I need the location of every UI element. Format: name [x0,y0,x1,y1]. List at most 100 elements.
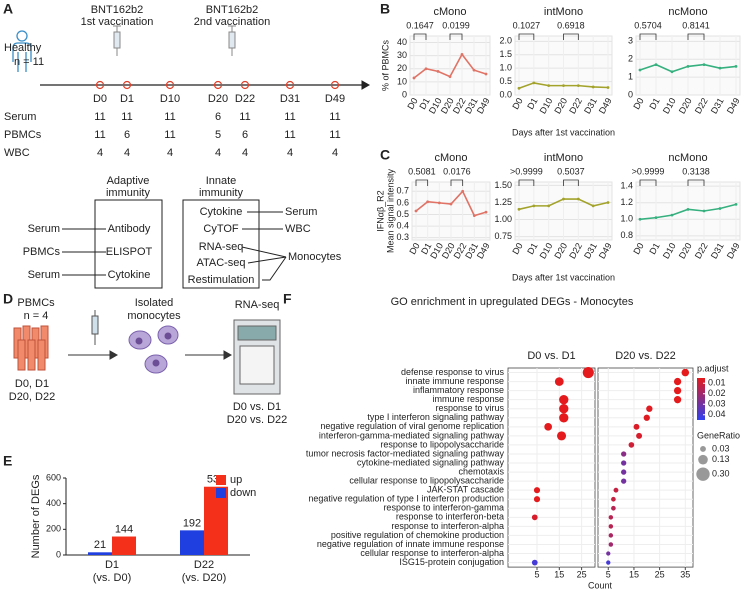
term-label: innate immune response [405,376,504,386]
term-label: cellular response to lipopolysaccharide [349,476,504,486]
sample-count: 11 [284,129,295,141]
line-point [412,76,416,80]
x-tick-note: (vs. D0) [93,572,132,584]
dot [606,551,611,556]
value-label: 192 [183,517,201,529]
x-tick-label: D31 [709,241,726,260]
bracket [415,179,429,186]
line-point [606,201,610,204]
panel-label: F [283,291,292,307]
bracket [563,179,579,186]
x-tick-label: D22 [567,96,584,115]
y-tick-label: 2 [628,54,633,64]
value-label: 144 [115,523,133,535]
assay-label: Cytokine [108,269,151,281]
dot [621,451,627,457]
y-tick-label: 1 [628,71,633,81]
x-tick-label: D20 [677,96,694,115]
timepoint-marker [95,80,105,90]
y-tick-label: 1.0 [620,214,633,224]
panel-d-art-part [91,310,99,345]
x-tick-label: D1 [647,96,661,111]
x-tick-label: D1 [525,96,539,111]
x-tick-label: D0 [510,96,524,111]
line-point [718,207,722,210]
sample-count: 11 [94,111,105,123]
x-tick-label: 35 [680,569,690,579]
dot [608,542,614,547]
y-tick-label: 40 [397,37,407,47]
p-value: >0.9999 [510,166,543,176]
panel-label: B [380,1,390,17]
dot [582,366,594,379]
line-point [472,68,476,72]
y-tick-label: 400 [46,498,61,508]
legend-tick-label: 0.13 [712,454,730,464]
line-point [426,200,430,204]
y-tick-label: 1.0 [499,63,512,73]
panel-d-art-part-part [152,359,160,367]
timepoint-label: D20 [208,93,228,105]
dot [606,560,611,565]
panel-a-art-part [361,80,371,90]
days-label: D20, D22 [9,391,55,403]
x-tick-label: 15 [554,569,564,579]
box-title: immunity [199,187,244,199]
assay-label: Cytokine [200,206,243,218]
line-point [449,202,453,206]
x-axis-label: Count [588,580,613,590]
term-label: ISG15-protein conjugation [399,557,504,567]
sample-count: 11 [164,129,175,141]
term-label: negative regulation of type I interferon… [308,494,504,504]
legend-tick-label: 0.03 [712,443,730,453]
cohort-size: n = 11 [14,56,44,68]
dot [554,377,564,386]
panel-a-art-part-part [228,31,236,49]
x-tick-label: D0 [510,241,524,256]
x-tick-label: D49 [475,96,492,115]
panel-a-art-part [241,246,287,281]
dot [646,405,653,412]
p-value: 0.8141 [682,20,710,30]
x-tick-label: D20 [552,241,569,260]
panel-a-art-part [12,42,32,72]
p-value: 0.5081 [408,166,436,176]
dot [608,524,614,529]
dot [608,533,614,538]
p-value: 0.5704 [634,20,662,30]
dot [611,505,616,511]
line-point [424,67,428,71]
bar [88,552,112,555]
assay-label: ELISPOT [106,246,153,258]
chart-title: ncMono [668,6,707,18]
box-title: immunity [106,187,151,199]
term-label: response to virus [435,403,504,413]
term-label: response to lipopolysaccharide [380,439,504,449]
timepoint-marker [240,80,250,90]
y-tick-label: 20 [397,63,407,73]
panel-a-art-part [94,199,163,289]
p-value: 0.1647 [406,20,434,30]
y-tick-label: 0.5 [396,209,409,219]
dot [559,404,569,414]
legend-title: p.adjust [697,363,729,373]
bracket [450,179,464,186]
cohort-label: Healthy [4,42,42,54]
x-tick-label: D10 [538,96,555,115]
dot [531,559,538,566]
x-tick-label: D1 [647,241,661,256]
bracket [639,33,657,40]
x-tick-label: D31 [582,96,599,115]
comparison-label: D20 vs. D22 [227,414,288,426]
timepoint-marker [165,80,175,90]
term-label: positive regulation of chemokine product… [331,530,504,540]
x-tick-label: D22 [693,96,710,115]
facet-panel [507,367,596,568]
line-point [702,209,706,213]
y-tick-label: 1.5 [499,49,512,59]
timepoint-label: D31 [280,93,300,105]
panel-d-art-part [233,319,281,395]
x-tick-label: 25 [655,569,665,579]
line-point [734,202,738,206]
line-point [734,64,738,68]
